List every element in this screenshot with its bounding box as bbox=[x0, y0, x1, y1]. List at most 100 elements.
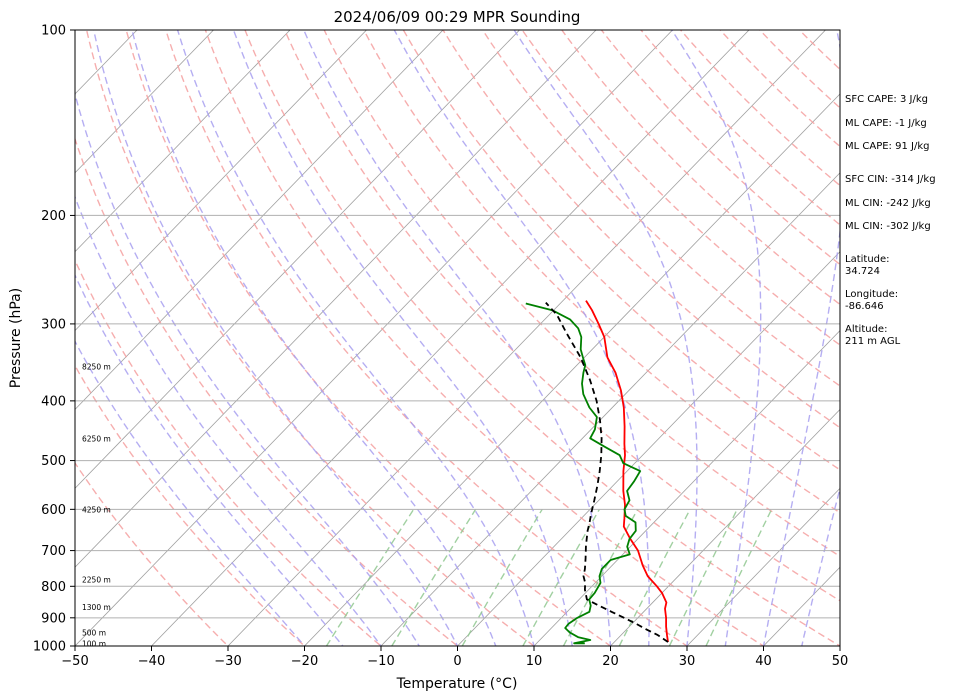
y-tick-label: 500 bbox=[41, 454, 66, 469]
dry-adiabat-line bbox=[402, 30, 840, 471]
isotherm-line bbox=[75, 30, 444, 410]
x-tick-label: 0 bbox=[453, 654, 461, 669]
moist-adiabat-line bbox=[801, 485, 840, 646]
dry-adiabat-line bbox=[323, 30, 840, 558]
height-label: 2250 m bbox=[82, 576, 111, 585]
mu-cin-text: ML CIN: -302 J/kg bbox=[845, 221, 931, 232]
moist-adiabat-line bbox=[75, 273, 344, 646]
moist-adiabat-line bbox=[131, 30, 497, 646]
y-tick-label: 300 bbox=[41, 317, 66, 332]
dry-adiabat-line bbox=[640, 30, 840, 226]
x-axis-label: Temperature (°C) bbox=[396, 676, 518, 692]
moist-adiabat-line bbox=[176, 30, 535, 646]
dewpoint-line bbox=[525, 302, 642, 645]
altitude-label: Altitude: bbox=[845, 324, 887, 335]
height-label: 500 m bbox=[82, 628, 106, 637]
height-label: 100 m bbox=[82, 639, 106, 648]
isotherm-line bbox=[227, 30, 827, 646]
y-tick-label: 100 bbox=[41, 24, 66, 39]
moist-adiabat-line bbox=[93, 30, 459, 646]
mixing-ratio-line bbox=[668, 508, 738, 646]
dry-adiabat-line bbox=[125, 30, 612, 646]
moist-adiabat-line bbox=[303, 30, 612, 646]
x-tick-label: 10 bbox=[526, 654, 543, 669]
latitude-value: 34.724 bbox=[845, 266, 880, 277]
chart-title: 2024/06/09 00:29 MPR Sounding bbox=[334, 8, 581, 26]
dry-adiabat-line bbox=[244, 30, 840, 646]
dry-adiabat-line bbox=[75, 364, 306, 646]
dry-adiabat-line bbox=[75, 258, 383, 646]
latitude-label: Latitude: bbox=[845, 254, 890, 265]
y-tick-label: 400 bbox=[41, 394, 66, 409]
isotherm-line bbox=[456, 251, 840, 646]
mixing-ratio-line bbox=[461, 508, 543, 646]
isotherm-line bbox=[609, 408, 840, 646]
isotherm-line bbox=[75, 30, 291, 253]
height-label: 8250 m bbox=[82, 363, 111, 372]
moist-adiabat-line bbox=[232, 30, 574, 646]
dry-adiabat-line bbox=[442, 30, 840, 429]
y-tick-label: 900 bbox=[41, 611, 66, 626]
y-tick-label: 200 bbox=[41, 209, 66, 224]
y-tick-label: 600 bbox=[41, 503, 66, 518]
height-labels: 8250 m 6250 m 4250 m 2250 m 1300 m 500 m 100 m bbox=[82, 363, 111, 649]
background-lines bbox=[75, 16, 955, 659]
series-group bbox=[525, 300, 669, 645]
y-axis-ticks: 100 200 300 400 500 600 700 800 900 1000 bbox=[33, 24, 75, 655]
x-tick-label: 20 bbox=[602, 654, 619, 669]
stats-panel: SFC CAPE: 3 J/kg ML CAPE: -1 J/kg ML CAP… bbox=[845, 94, 936, 347]
x-tick-label: 50 bbox=[832, 654, 849, 669]
x-tick-label: −40 bbox=[138, 654, 165, 669]
x-tick-label: 30 bbox=[679, 654, 696, 669]
parcel-profile-line bbox=[545, 301, 669, 643]
x-tick-label: −10 bbox=[367, 654, 394, 669]
height-label: 4250 m bbox=[82, 505, 111, 514]
dry-adiabat-line bbox=[165, 30, 689, 646]
isotherm-line bbox=[75, 30, 674, 646]
y-tick-label: 1000 bbox=[33, 640, 66, 655]
moist-adiabat-line bbox=[75, 91, 421, 646]
dry-adiabat-line bbox=[85, 30, 536, 646]
x-tick-label: −30 bbox=[214, 654, 241, 669]
x-axis-ticks: −50 −40 −30 −20 −10 0 10 20 30 40 50 bbox=[61, 646, 848, 669]
longitude-value: -86.646 bbox=[845, 301, 884, 312]
dry-adiabat-line bbox=[521, 30, 840, 346]
height-label: 6250 m bbox=[82, 434, 111, 443]
isotherm-line bbox=[75, 30, 521, 489]
isotherm-line bbox=[75, 30, 368, 332]
isotherm-line bbox=[904, 16, 955, 659]
moist-adiabat-line bbox=[75, 339, 306, 646]
mixing-ratio-line bbox=[705, 508, 773, 646]
plot-frame bbox=[74, 29, 841, 647]
x-tick-label: 40 bbox=[755, 654, 772, 669]
sfc-cape-text: SFC CAPE: 3 J/kg bbox=[845, 94, 928, 105]
moist-adiabat-line bbox=[513, 30, 698, 646]
moist-adiabat-line bbox=[762, 30, 840, 646]
y-tick-label: 800 bbox=[41, 580, 66, 595]
longitude-label: Longitude: bbox=[845, 289, 898, 300]
dry-adiabat-line bbox=[75, 461, 230, 646]
dry-adiabat-line bbox=[560, 30, 840, 306]
x-tick-label: −50 bbox=[61, 654, 88, 669]
dry-adiabat-line bbox=[204, 30, 765, 646]
ml-cape-text: ML CAPE: -1 J/kg bbox=[845, 118, 927, 129]
altitude-value: 211 m AGL bbox=[845, 336, 901, 347]
isotherm-line bbox=[380, 172, 840, 646]
isotherm-line bbox=[75, 30, 215, 174]
dry-adiabat-line bbox=[75, 136, 459, 646]
x-tick-label: −20 bbox=[291, 654, 318, 669]
isotherm-line bbox=[150, 30, 750, 646]
sfc-cin-text: SFC CIN: -314 J/kg bbox=[845, 174, 936, 185]
y-tick-label: 700 bbox=[41, 544, 66, 559]
dry-adiabat-line bbox=[363, 30, 840, 514]
isotherm-line bbox=[686, 487, 840, 646]
dry-adiabat-line bbox=[481, 30, 840, 387]
isotherm-line bbox=[75, 30, 597, 568]
moist-adiabat-line bbox=[75, 195, 382, 646]
mu-cape-text: ML CAPE: 91 J/kg bbox=[845, 141, 929, 152]
pressure-gridlines bbox=[75, 29, 840, 647]
y-axis-label: Pressure (hPa) bbox=[8, 288, 24, 388]
ml-cin-text: ML CIN: -242 J/kg bbox=[845, 198, 931, 209]
dry-adiabat-line bbox=[679, 30, 840, 187]
